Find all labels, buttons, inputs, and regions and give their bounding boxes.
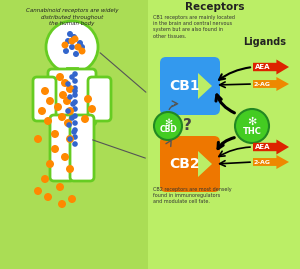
- FancyBboxPatch shape: [70, 115, 94, 181]
- Circle shape: [54, 103, 62, 111]
- Circle shape: [63, 48, 69, 54]
- Circle shape: [56, 183, 64, 191]
- Circle shape: [79, 48, 86, 55]
- Circle shape: [69, 74, 75, 80]
- Polygon shape: [198, 151, 212, 177]
- Circle shape: [56, 73, 64, 81]
- Circle shape: [58, 113, 66, 121]
- Circle shape: [72, 113, 78, 119]
- Circle shape: [68, 37, 76, 44]
- Text: ✻: ✻: [247, 117, 257, 127]
- Text: 2-AG: 2-AG: [254, 82, 271, 87]
- Circle shape: [61, 79, 69, 87]
- Circle shape: [63, 97, 71, 105]
- Circle shape: [34, 135, 42, 143]
- Circle shape: [84, 95, 92, 103]
- Circle shape: [72, 71, 78, 77]
- Circle shape: [72, 78, 78, 84]
- Circle shape: [46, 160, 54, 168]
- Circle shape: [79, 44, 85, 50]
- Circle shape: [38, 107, 46, 115]
- Circle shape: [67, 31, 73, 37]
- Circle shape: [72, 106, 78, 112]
- Circle shape: [41, 87, 49, 95]
- Text: CB2: CB2: [170, 157, 200, 171]
- Polygon shape: [253, 59, 289, 75]
- Text: CB2 receptors are most densely
found in immunoregulators
and modulate cell fate.: CB2 receptors are most densely found in …: [153, 187, 232, 204]
- Polygon shape: [253, 77, 289, 91]
- Circle shape: [41, 175, 49, 183]
- Text: 2-AG: 2-AG: [254, 160, 271, 165]
- Circle shape: [81, 115, 89, 123]
- Circle shape: [59, 91, 67, 99]
- Circle shape: [74, 44, 82, 51]
- FancyBboxPatch shape: [50, 115, 74, 181]
- Circle shape: [72, 99, 78, 105]
- Circle shape: [46, 97, 54, 105]
- Circle shape: [51, 145, 59, 153]
- Circle shape: [72, 120, 78, 126]
- Circle shape: [61, 41, 68, 48]
- Circle shape: [66, 165, 74, 173]
- FancyBboxPatch shape: [160, 57, 220, 115]
- Text: AEA: AEA: [255, 144, 270, 150]
- Text: AEA: AEA: [255, 64, 270, 70]
- Polygon shape: [253, 140, 289, 154]
- Circle shape: [77, 40, 83, 46]
- Polygon shape: [253, 155, 289, 169]
- Polygon shape: [198, 73, 212, 99]
- Circle shape: [67, 94, 73, 100]
- Circle shape: [46, 21, 98, 73]
- Circle shape: [72, 141, 78, 147]
- FancyBboxPatch shape: [88, 77, 111, 121]
- Circle shape: [73, 51, 79, 57]
- Circle shape: [65, 81, 71, 87]
- FancyBboxPatch shape: [33, 77, 56, 121]
- Circle shape: [61, 153, 69, 161]
- Circle shape: [72, 127, 78, 133]
- Text: THC: THC: [243, 126, 261, 136]
- Circle shape: [65, 108, 71, 114]
- Circle shape: [66, 122, 72, 128]
- Circle shape: [66, 135, 74, 143]
- Circle shape: [72, 92, 78, 98]
- Circle shape: [44, 193, 52, 201]
- Circle shape: [88, 105, 96, 113]
- Text: Cannabinoid receptors are widely
distributed throughout
the human body: Cannabinoid receptors are widely distrib…: [26, 8, 118, 26]
- Circle shape: [71, 36, 79, 43]
- Circle shape: [51, 130, 59, 138]
- FancyBboxPatch shape: [67, 68, 77, 76]
- Circle shape: [65, 38, 71, 44]
- FancyBboxPatch shape: [148, 0, 300, 269]
- Circle shape: [69, 115, 75, 121]
- Circle shape: [71, 129, 77, 135]
- FancyBboxPatch shape: [160, 136, 220, 192]
- Circle shape: [72, 85, 78, 91]
- Circle shape: [34, 187, 42, 195]
- Text: ✻: ✻: [164, 118, 172, 128]
- Circle shape: [44, 117, 52, 125]
- Circle shape: [72, 134, 78, 140]
- Circle shape: [72, 88, 78, 94]
- Text: CBD: CBD: [159, 126, 177, 134]
- Circle shape: [71, 34, 77, 40]
- Circle shape: [154, 112, 182, 140]
- Text: CB1 receptors are mainly located
in the brain and central nervous
system but are: CB1 receptors are mainly located in the …: [153, 15, 235, 38]
- Text: CB1: CB1: [170, 79, 200, 93]
- FancyBboxPatch shape: [48, 69, 96, 125]
- Text: Receptors: Receptors: [185, 2, 244, 12]
- Circle shape: [64, 119, 72, 127]
- Circle shape: [58, 200, 66, 208]
- Circle shape: [66, 107, 74, 115]
- Circle shape: [235, 109, 269, 143]
- Text: ?: ?: [183, 119, 191, 133]
- Text: Ligands: Ligands: [244, 37, 286, 47]
- Circle shape: [67, 136, 73, 142]
- Circle shape: [68, 195, 76, 203]
- Circle shape: [66, 85, 74, 93]
- Circle shape: [70, 101, 76, 107]
- Circle shape: [69, 44, 75, 50]
